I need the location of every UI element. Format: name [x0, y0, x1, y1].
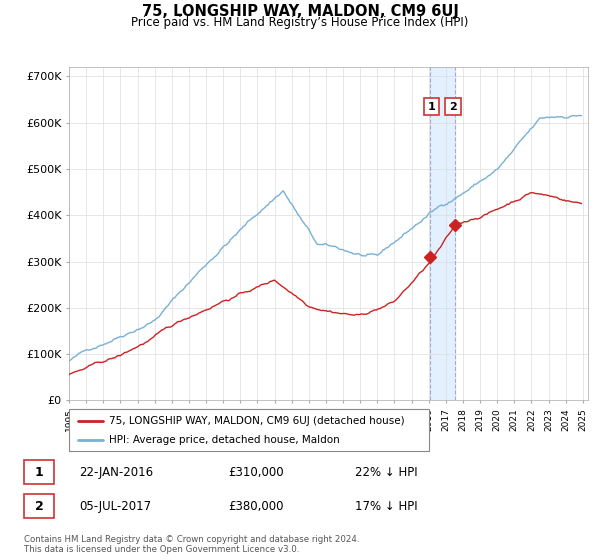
FancyBboxPatch shape — [69, 409, 429, 451]
Text: 22-JAN-2016: 22-JAN-2016 — [79, 465, 154, 479]
Text: £310,000: £310,000 — [228, 465, 284, 479]
Text: 75, LONGSHIP WAY, MALDON, CM9 6UJ (detached house): 75, LONGSHIP WAY, MALDON, CM9 6UJ (detac… — [109, 416, 404, 426]
FancyBboxPatch shape — [24, 460, 55, 484]
Text: 1: 1 — [35, 465, 43, 479]
Text: 1: 1 — [428, 101, 436, 111]
Text: 2: 2 — [449, 101, 457, 111]
Text: Contains HM Land Registry data © Crown copyright and database right 2024.
This d: Contains HM Land Registry data © Crown c… — [24, 535, 359, 554]
Bar — [430, 67, 455, 400]
Text: 22% ↓ HPI: 22% ↓ HPI — [355, 465, 418, 479]
Text: 05-JUL-2017: 05-JUL-2017 — [79, 500, 151, 513]
Text: Price paid vs. HM Land Registry’s House Price Index (HPI): Price paid vs. HM Land Registry’s House … — [131, 16, 469, 29]
Text: HPI: Average price, detached house, Maldon: HPI: Average price, detached house, Mald… — [109, 435, 340, 445]
Text: 75, LONGSHIP WAY, MALDON, CM9 6UJ: 75, LONGSHIP WAY, MALDON, CM9 6UJ — [142, 4, 458, 20]
FancyBboxPatch shape — [24, 494, 55, 519]
Text: 17% ↓ HPI: 17% ↓ HPI — [355, 500, 418, 513]
Text: £380,000: £380,000 — [228, 500, 284, 513]
Text: 2: 2 — [35, 500, 43, 513]
